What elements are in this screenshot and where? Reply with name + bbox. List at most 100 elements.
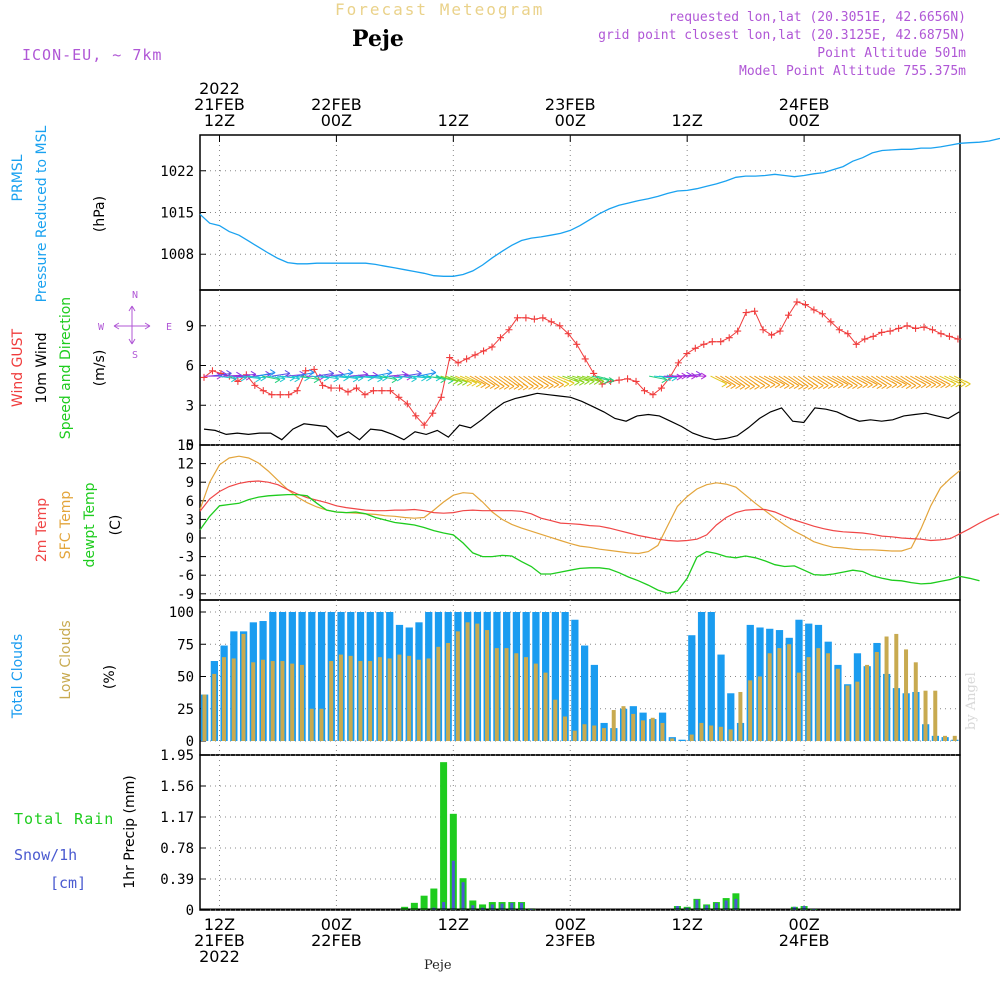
- gust-marker: [725, 334, 733, 342]
- wind-arrow-head: [528, 382, 534, 390]
- ytick-label-precip: 1.95: [160, 748, 194, 764]
- low-cloud-bar: [796, 672, 801, 741]
- wind-arrow-head: [945, 381, 951, 389]
- total-cloud-bar: [678, 739, 686, 741]
- wind-arrow-head: [940, 381, 946, 389]
- low-cloud-bar: [952, 735, 957, 741]
- low-cloud-bar: [260, 659, 265, 741]
- gust-marker: [810, 306, 818, 314]
- low-cloud-bar: [709, 725, 714, 741]
- gust-marker: [912, 324, 920, 332]
- wind-arrow-head: [920, 381, 927, 389]
- low-cloud-bar: [572, 730, 577, 741]
- gust-marker: [302, 367, 310, 375]
- wind-direction-arrow: [450, 375, 468, 383]
- wind-direction-arrow: [257, 372, 276, 377]
- wind-direction-arrow: [296, 372, 315, 377]
- low-cloud-bar: [504, 648, 509, 741]
- wind-arrow-head: [867, 381, 873, 389]
- wind-direction-arrow: [237, 373, 256, 377]
- wind-arrow-head: [886, 382, 892, 389]
- ytick-label-temperature: -3: [177, 550, 194, 566]
- snow-bar: [792, 906, 796, 910]
- wind-direction-arrow: [683, 373, 702, 377]
- top-time-label: 22FEB: [311, 95, 362, 114]
- low-cloud-bar: [446, 642, 451, 741]
- wind-arrow-head: [955, 380, 961, 388]
- snow-bar: [705, 905, 709, 910]
- wind-arrow-head: [965, 380, 971, 388]
- low-cloud-bar: [592, 725, 597, 741]
- low-cloud-bar: [290, 663, 295, 741]
- wind-direction-arrow: [267, 375, 286, 380]
- label-prmsl: PRMSL: [10, 154, 26, 201]
- wind-arrow-head: [925, 381, 932, 389]
- wind-arrow-head: [308, 369, 315, 376]
- low-cloud-bar: [524, 657, 529, 741]
- low-cloud-bar: [465, 622, 470, 741]
- low-cloud-bar: [601, 728, 606, 741]
- gust-marker: [547, 318, 555, 326]
- wind-arrow-head: [498, 382, 505, 390]
- wind-arrow-head: [930, 381, 937, 389]
- snow-bar: [461, 882, 465, 910]
- watermark: by Angel: [964, 672, 979, 730]
- gust-marker: [844, 330, 852, 338]
- wind-arrow-head: [901, 381, 907, 389]
- wind-arrow-head: [608, 377, 615, 384]
- wind-arrow-head: [798, 382, 804, 390]
- low-cloud-bar: [904, 649, 909, 741]
- wind-arrow-head: [533, 382, 539, 390]
- label-speed-direction: Speed and Direction: [58, 297, 74, 439]
- wind-direction-arrow: [272, 372, 290, 377]
- panel-wind: 0 3 6 9: [186, 289, 971, 454]
- low-cloud-bar: [407, 655, 412, 741]
- low-cloud-bar: [670, 738, 675, 741]
- gust-marker: [742, 309, 750, 317]
- gust-marker: [293, 387, 301, 395]
- low-cloud-bar: [728, 729, 733, 741]
- wind-direction-arrow: [213, 372, 232, 377]
- wind-direction-arrow: [330, 375, 349, 379]
- bottom-time-label: 2022: [199, 947, 240, 966]
- bottom-time-label: 00Z: [555, 915, 586, 934]
- low-cloud-bar: [689, 734, 694, 741]
- gust-marker: [352, 384, 360, 392]
- rain-bar: [401, 906, 409, 910]
- wind-arrow-head: [827, 382, 834, 389]
- label-pressure-reduced: Pressure Reduced to MSL: [34, 125, 50, 302]
- wind-arrow-head: [881, 382, 887, 389]
- wind-arrow-head: [484, 382, 491, 389]
- low-cloud-bar: [309, 708, 314, 741]
- low-cloud-bar: [748, 680, 753, 741]
- wind-arrow-head: [774, 381, 781, 389]
- gust-marker: [412, 412, 420, 420]
- snow-bar: [695, 899, 699, 910]
- compass-arrows: [113, 305, 151, 345]
- low-cloud-bar: [475, 623, 480, 741]
- wind-direction-arrow: [345, 375, 364, 379]
- gust-marker: [522, 314, 530, 322]
- wind-arrow-head: [891, 381, 898, 389]
- ytick-label-wind: 0: [186, 438, 194, 454]
- ytick-label-precip: 0.39: [160, 872, 194, 888]
- gust-marker: [590, 369, 598, 377]
- low-cloud-bar: [816, 648, 821, 741]
- top-time-label: 2022: [199, 79, 240, 98]
- low-cloud-bar: [280, 661, 285, 741]
- wind-arrow-head: [537, 382, 544, 390]
- gust-marker: [945, 332, 953, 340]
- total-cloud-bar: [308, 612, 316, 741]
- low-cloud-bar: [582, 724, 587, 741]
- gust-marker: [513, 314, 521, 322]
- gust-marker: [920, 323, 928, 331]
- low-cloud-bar: [231, 658, 236, 741]
- low-cloud-bar: [338, 654, 343, 741]
- wind-arrow-head: [725, 381, 732, 389]
- low-cloud-bar: [835, 668, 840, 741]
- ytick-label-precip: 0.78: [160, 841, 194, 857]
- wind-direction-arrow: [311, 375, 330, 379]
- wind-direction-arrow: [576, 375, 595, 382]
- low-cloud-bar: [514, 653, 519, 741]
- panel-temperature: -9 -6 -3 0 3 6 9 12 15: [177, 438, 1000, 603]
